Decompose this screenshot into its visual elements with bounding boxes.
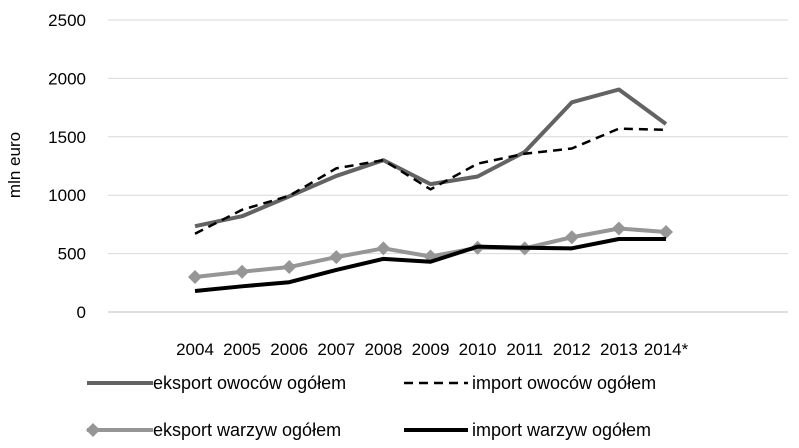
series-line	[194, 87, 668, 229]
y-axis-ticks: 0 500 1000 1500 2000 2500	[48, 11, 86, 322]
legend-label: eksport owoców ogółem	[153, 373, 346, 393]
x-tick-label: 2005	[223, 340, 261, 359]
series-import-warzyw-ogolem	[194, 237, 666, 293]
series-group	[188, 87, 673, 293]
y-tick-label: 500	[58, 245, 86, 264]
legend-item-eksport-warzyw-ogolem: eksport warzyw ogółem	[86, 420, 341, 440]
x-axis-ticks: 2004 2005 2006 2007 2008 2009 2010 2011 2012 2013…	[176, 340, 689, 359]
data-point	[282, 260, 297, 275]
series-import-owocow-ogolem	[194, 127, 667, 235]
y-tick-label: 2500	[48, 11, 86, 30]
series-line	[194, 127, 667, 235]
data-point	[564, 230, 579, 245]
y-axis-label: mln euro	[5, 132, 24, 198]
x-tick-label: 2006	[270, 340, 308, 359]
gridlines	[108, 19, 788, 255]
data-point	[376, 241, 391, 256]
x-tick-label: 2013	[600, 340, 638, 359]
data-point	[659, 224, 673, 239]
legend-item-import-owocow-ogolem: import owoców ogółem	[404, 373, 656, 393]
y-tick-label: 0	[77, 303, 86, 322]
legend-label: import warzyw ogółem	[472, 420, 651, 440]
series-eksport-owocow-ogolem	[194, 87, 668, 229]
y-tick-label: 1000	[48, 186, 86, 205]
x-tick-label: 2014*	[644, 340, 689, 359]
data-point	[611, 221, 626, 236]
x-tick-label: 2012	[553, 340, 591, 359]
data-point	[235, 264, 250, 279]
legend-label: eksport warzyw ogółem	[153, 420, 341, 440]
legend-marker	[86, 423, 100, 437]
legend: eksport owoców ogółem import owoców ogółe…	[86, 373, 656, 440]
y-tick-label: 2000	[48, 69, 86, 88]
data-point	[188, 269, 202, 284]
x-tick-label: 2011	[506, 340, 543, 359]
series-eksport-warzyw-ogolem	[188, 221, 673, 284]
x-tick-label: 2008	[364, 340, 402, 359]
legend-item-eksport-owocow-ogolem: eksport owoców ogółem	[87, 373, 346, 393]
series-line	[194, 237, 666, 293]
legend-item-import-warzyw-ogolem: import warzyw ogółem	[404, 420, 651, 440]
y-tick-label: 1500	[48, 128, 86, 147]
x-tick-label: 2010	[459, 340, 497, 359]
data-point	[329, 250, 344, 265]
legend-label: import owoców ogółem	[472, 373, 656, 393]
x-tick-label: 2004	[176, 340, 214, 359]
x-tick-label: 2007	[317, 340, 355, 359]
x-tick-label: 2009	[412, 340, 450, 359]
